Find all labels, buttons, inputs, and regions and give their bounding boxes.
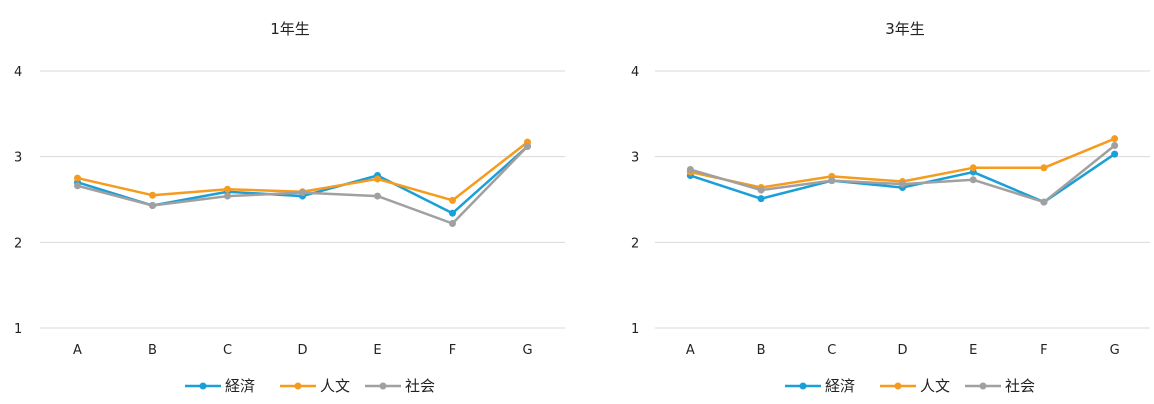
- x-tick-label: E: [969, 343, 977, 358]
- series-point: [299, 189, 306, 197]
- legend-swatch-point: [799, 382, 807, 390]
- series-point: [1040, 198, 1048, 206]
- x-tick-label: F: [1040, 343, 1047, 358]
- series-point: [224, 192, 231, 200]
- x-tick-label: C: [827, 343, 836, 358]
- legend-label: 人文: [320, 377, 350, 395]
- y-tick-label: 4: [14, 65, 22, 80]
- legend-label: 社会: [1005, 377, 1035, 395]
- series-point: [149, 191, 156, 199]
- y-tick-label: 2: [14, 236, 22, 251]
- x-tick-label: D: [297, 343, 307, 358]
- legend-swatch-point: [979, 382, 987, 390]
- series-point: [686, 166, 694, 174]
- series-point: [224, 185, 231, 193]
- chart-title: 1年生: [270, 20, 310, 38]
- y-tick-label: 2: [631, 236, 639, 251]
- x-tick-label: D: [897, 343, 907, 358]
- legend-label: 社会: [405, 377, 435, 395]
- chart-title: 3年生: [885, 20, 925, 38]
- series-point: [899, 180, 906, 188]
- series-point: [828, 177, 836, 185]
- x-tick-label: F: [449, 343, 456, 358]
- series-point: [374, 175, 381, 183]
- series-point: [757, 195, 765, 203]
- series-point: [1111, 142, 1119, 150]
- legend-swatch-point: [894, 382, 902, 390]
- x-tick-label: G: [522, 343, 532, 358]
- series-line-3: [690, 144, 1116, 204]
- series-point: [374, 192, 381, 200]
- series-point: [74, 174, 81, 182]
- series-line-3: [77, 145, 529, 225]
- legend-label: 経済: [225, 377, 255, 395]
- series-point: [74, 182, 81, 190]
- x-tick-label: C: [223, 343, 232, 358]
- x-tick-label: E: [373, 343, 381, 358]
- x-tick-label: B: [148, 343, 157, 358]
- series-point: [449, 219, 456, 227]
- x-tick-label: B: [757, 343, 766, 358]
- x-tick-label: A: [73, 343, 82, 358]
- series-point: [524, 142, 531, 150]
- y-tick-label: 1: [631, 322, 639, 337]
- y-tick-label: 1: [14, 322, 22, 337]
- series-point: [969, 176, 977, 184]
- series-point: [757, 186, 765, 194]
- x-tick-label: G: [1110, 343, 1120, 358]
- chart-panel-2: 3年生 1 2 3 4 A B C D E F G 経済 人文 社会: [631, 20, 1150, 395]
- series-point: [449, 209, 456, 217]
- series-point: [1111, 135, 1119, 143]
- legend-swatch-point: [294, 382, 302, 390]
- y-tick-label: 3: [631, 151, 639, 166]
- legend-swatch-point: [199, 382, 207, 390]
- series-point: [1111, 150, 1119, 158]
- legend-label: 人文: [920, 377, 950, 395]
- series-point: [149, 201, 156, 209]
- x-tick-label: A: [686, 343, 695, 358]
- y-tick-label: 3: [14, 151, 22, 166]
- series-point: [969, 164, 977, 172]
- y-tick-label: 4: [631, 65, 639, 80]
- chart-panel-1: 1年生 1 2 3 4 A B C D E F G 経済 人文 社会: [14, 20, 565, 395]
- legend-swatch-point: [379, 382, 387, 390]
- series-point: [449, 196, 456, 204]
- legend-label: 経済: [825, 377, 855, 395]
- series-point: [1040, 164, 1048, 172]
